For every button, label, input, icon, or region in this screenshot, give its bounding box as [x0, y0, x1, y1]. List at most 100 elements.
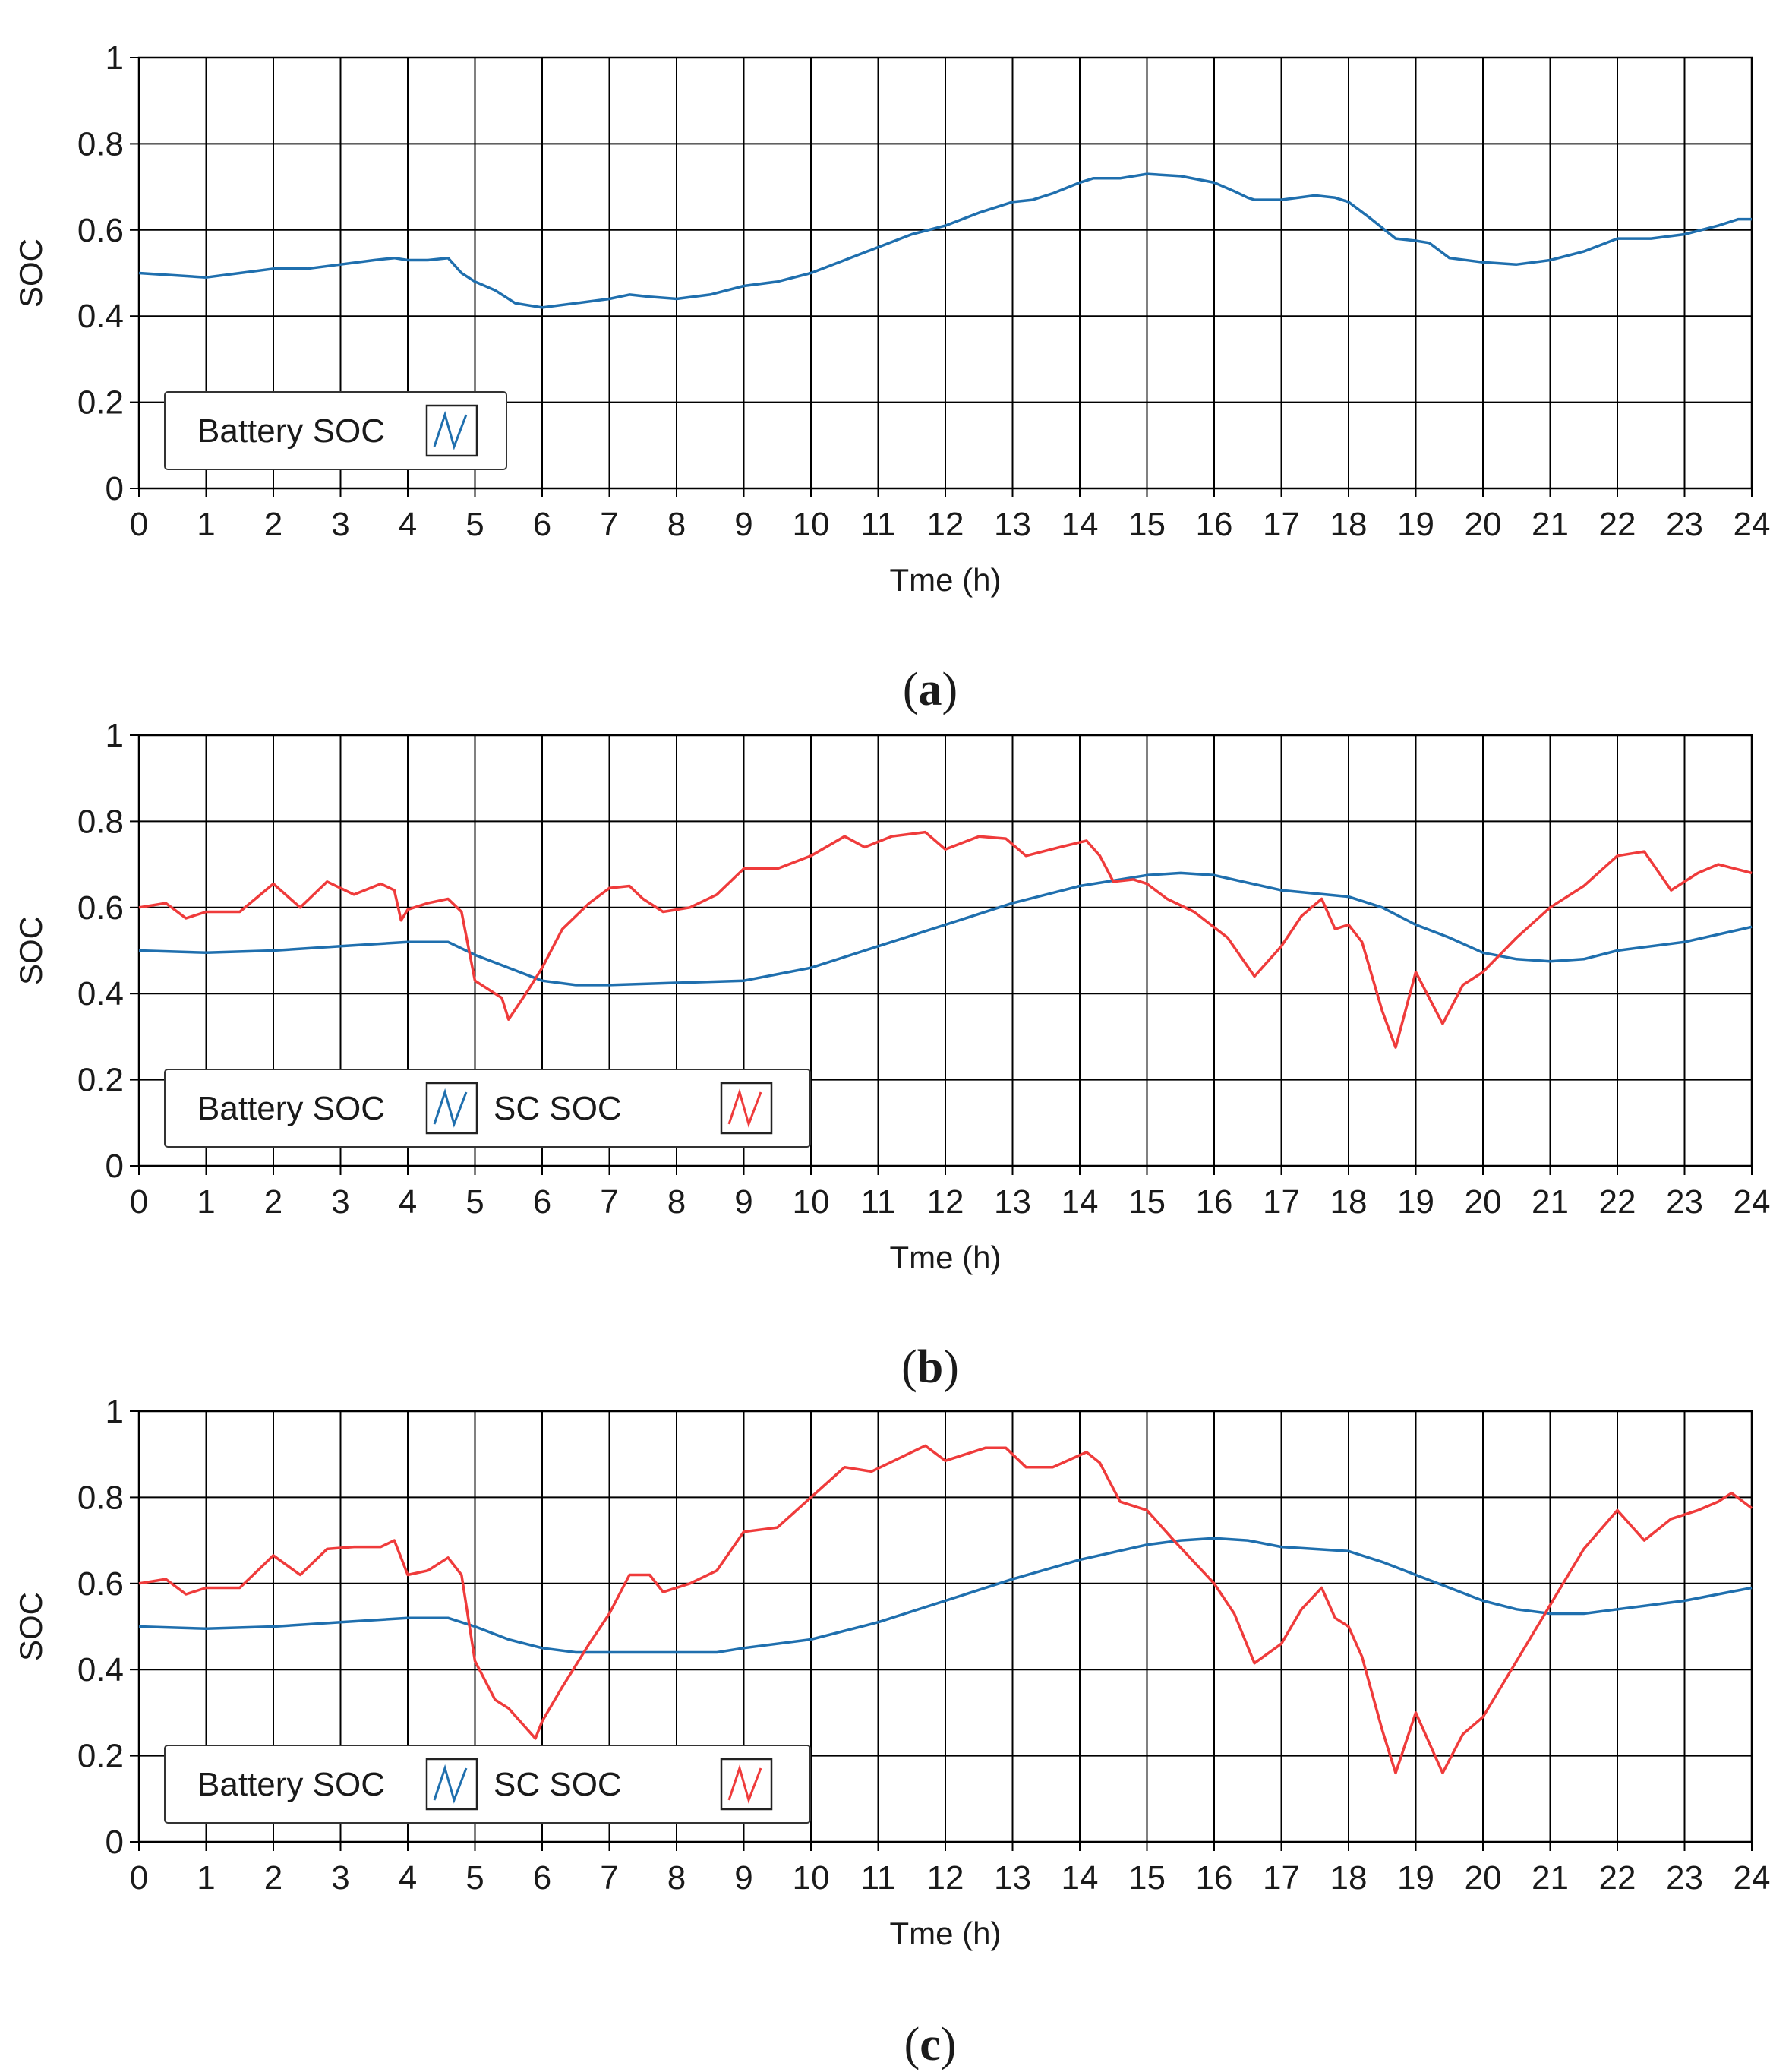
x-tick-label: 12 — [927, 1859, 964, 1897]
x-tick-label: 22 — [1599, 1183, 1636, 1221]
sc-soc-line — [138, 1444, 1753, 1775]
x-tick-label: 4 — [399, 506, 417, 543]
x-tick-label: 0 — [130, 1183, 148, 1221]
x-tick-label: 14 — [1062, 506, 1099, 543]
x-tick-label: 3 — [331, 1859, 349, 1897]
x-tick-label: 0 — [130, 506, 148, 543]
x-tick-label: 23 — [1666, 1183, 1703, 1221]
y-tick-label: 1 — [106, 717, 124, 754]
y-tick-label: 0.6 — [77, 1565, 124, 1603]
x-tick-label: 18 — [1330, 1859, 1368, 1897]
y-tick-label: 0.8 — [77, 1479, 124, 1516]
y-tick-label: 0 — [106, 1824, 124, 1861]
x-tick-label: 20 — [1465, 1859, 1502, 1897]
x-tick-label: 24 — [1734, 1183, 1771, 1221]
x-tick-label: 10 — [793, 1859, 830, 1897]
x-tick-label: 1 — [197, 1183, 215, 1221]
x-tick-label: 12 — [927, 506, 964, 543]
x-tick-label: 5 — [465, 1859, 484, 1897]
x-tick-label: 18 — [1330, 1183, 1368, 1221]
x-tick-label: 5 — [465, 506, 484, 543]
x-tick-label: 24 — [1734, 1859, 1771, 1897]
x-tick-label: 8 — [667, 1183, 686, 1221]
sc-soc-line — [138, 830, 1753, 1049]
x-tick-label: 21 — [1532, 506, 1569, 543]
battery-soc-line — [138, 871, 1753, 987]
legend: Battery SOC SC SOC — [164, 1745, 811, 1824]
y-tick-label: 0.2 — [77, 1062, 124, 1099]
y-tick-label: 0.6 — [77, 212, 124, 249]
x-tick-label: 7 — [600, 506, 618, 543]
x-tick-label: 8 — [667, 1859, 686, 1897]
x-tick-label: 20 — [1465, 1183, 1502, 1221]
x-tick-label: 22 — [1599, 506, 1636, 543]
legend-label: Battery SOC — [197, 1766, 385, 1803]
x-axis-label: Tme (h) — [890, 1916, 1002, 1951]
x-tick-label: 7 — [600, 1183, 618, 1221]
x-tick-label: 18 — [1330, 506, 1368, 543]
x-tick-label: 21 — [1532, 1859, 1569, 1897]
x-tick-label: 5 — [465, 1183, 484, 1221]
y-tick-label: 0.8 — [77, 803, 124, 840]
x-tick-label: 13 — [994, 506, 1031, 543]
legend-label: Battery SOC — [197, 1090, 385, 1127]
x-tick-label: 16 — [1196, 506, 1233, 543]
x-tick-label: 11 — [861, 506, 896, 543]
x-tick-label: 4 — [399, 1183, 417, 1221]
x-tick-label: 17 — [1263, 506, 1300, 543]
y-tick-label: 0 — [106, 1148, 124, 1185]
x-tick-label: 9 — [734, 1859, 752, 1897]
legend-swatch — [720, 1082, 773, 1135]
legend-swatch — [425, 1758, 478, 1811]
x-tick-label: 10 — [793, 506, 830, 543]
x-tick-label: 8 — [667, 506, 686, 543]
x-tick-label: 4 — [399, 1859, 417, 1897]
legend-swatch-line — [433, 1088, 468, 1128]
legend-swatch-line — [433, 1764, 468, 1804]
x-tick-label: 9 — [734, 1183, 752, 1221]
legend-label: Battery SOC — [197, 412, 385, 450]
y-tick-label: 1 — [106, 39, 124, 77]
x-tick-label: 21 — [1532, 1183, 1569, 1221]
x-tick-label: 6 — [533, 1859, 551, 1897]
panel-caption: (c) — [904, 2019, 957, 2070]
y-axis-label: SOC — [13, 1592, 49, 1661]
x-tick-label: 13 — [994, 1183, 1031, 1221]
x-tick-label: 23 — [1666, 1859, 1703, 1897]
x-tick-label: 13 — [994, 1859, 1031, 1897]
x-tick-label: 15 — [1128, 1859, 1166, 1897]
x-tick-label: 3 — [331, 1183, 349, 1221]
legend-swatch-line — [727, 1088, 762, 1128]
x-tick-label: 10 — [793, 1183, 830, 1221]
x-tick-label: 12 — [927, 1183, 964, 1221]
x-tick-label: 3 — [331, 506, 349, 543]
legend-box — [164, 1069, 811, 1148]
x-tick-label: 11 — [861, 1859, 896, 1897]
legend-box — [164, 1745, 811, 1824]
y-tick-label: 0.2 — [77, 1738, 124, 1775]
x-tick-label: 14 — [1062, 1183, 1099, 1221]
x-tick-label: 16 — [1196, 1183, 1233, 1221]
legend-box — [164, 391, 507, 470]
x-tick-label: 15 — [1128, 1183, 1166, 1221]
chart-panel-a: 0 1 2 3 4 5 6 7 8 9 10 11 12 13 14 15 16 17 18 19 20 21 22 23 24… — [13, 39, 1770, 715]
panel-caption: (a) — [903, 664, 958, 715]
x-tick-label: 22 — [1599, 1859, 1636, 1897]
y-tick-label: 0.6 — [77, 889, 124, 927]
x-tick-label: 17 — [1263, 1859, 1300, 1897]
legend-swatch — [425, 404, 478, 457]
x-tick-label: 11 — [861, 1183, 896, 1221]
y-tick-label: 0.4 — [77, 975, 124, 1012]
x-tick-label: 9 — [734, 506, 752, 543]
x-axis-label: Tme (h) — [890, 1240, 1002, 1275]
chart-panel-c: 0 1 2 3 4 5 6 7 8 9 10 11 12 13 14 15 16 17 18 19 20 21 22 23 24… — [13, 1393, 1770, 2070]
x-tick-label: 0 — [130, 1859, 148, 1897]
battery-soc-line — [138, 172, 1752, 309]
x-tick-label: 24 — [1734, 506, 1771, 543]
legend-label: SC SOC — [494, 1766, 622, 1803]
y-tick-label: 0.4 — [77, 1651, 124, 1688]
battery-soc-line — [138, 1537, 1753, 1654]
x-tick-label: 19 — [1397, 1183, 1434, 1221]
y-tick-label: 0.2 — [77, 384, 124, 422]
